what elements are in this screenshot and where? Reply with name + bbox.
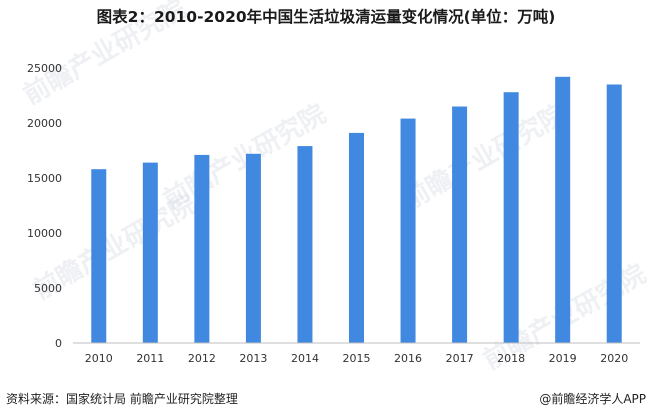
y-tick-label: 20000 xyxy=(27,117,62,130)
source-note: 资料来源：国家统计局 前瞻产业研究院整理 xyxy=(6,391,238,406)
y-tick-label: 15000 xyxy=(27,172,62,185)
x-axis: 2010 2011 2012 2013 2014 2015 2016 2017 2018 2019… xyxy=(85,352,628,365)
chart-title: 图表2：2010-2020年中国生活垃圾清运量变化情况(单位：万吨) xyxy=(97,7,556,26)
bar-2017 xyxy=(452,106,468,343)
bar-2019 xyxy=(555,76,571,344)
bars-group xyxy=(91,76,622,344)
x-tick-label: 2010 xyxy=(85,352,113,365)
bar-2011 xyxy=(142,162,158,343)
x-tick-label: 2015 xyxy=(343,352,371,365)
x-tick-label: 2016 xyxy=(394,352,422,365)
watermark-text: 前瞻产业研究院 xyxy=(398,98,571,216)
x-tick-label: 2020 xyxy=(600,352,628,365)
bar-2010 xyxy=(91,169,107,343)
bar-2014 xyxy=(297,146,313,343)
x-tick-label: 2012 xyxy=(188,352,216,365)
bar-2012 xyxy=(194,154,210,343)
bar-2016 xyxy=(400,118,416,343)
y-tick-label: 5000 xyxy=(34,282,62,295)
x-tick-label: 2014 xyxy=(291,352,319,365)
brand-credit: @前瞻经济学人APP xyxy=(539,391,646,406)
bar-2015 xyxy=(349,132,364,343)
x-tick-label: 2011 xyxy=(136,352,164,365)
x-tick-label: 2019 xyxy=(549,352,577,365)
y-tick-label: 25000 xyxy=(27,62,62,75)
y-tick-label: 0 xyxy=(55,337,62,350)
x-tick-label: 2018 xyxy=(497,352,525,365)
y-axis: 0 5000 10000 15000 20000 25000 xyxy=(27,62,62,350)
x-tick-label: 2013 xyxy=(239,352,267,365)
bar-2013 xyxy=(245,153,261,343)
x-tick-label: 2017 xyxy=(446,352,474,365)
bar-2020 xyxy=(606,84,622,343)
y-tick-label: 10000 xyxy=(27,227,62,240)
bar-2018 xyxy=(503,92,519,343)
